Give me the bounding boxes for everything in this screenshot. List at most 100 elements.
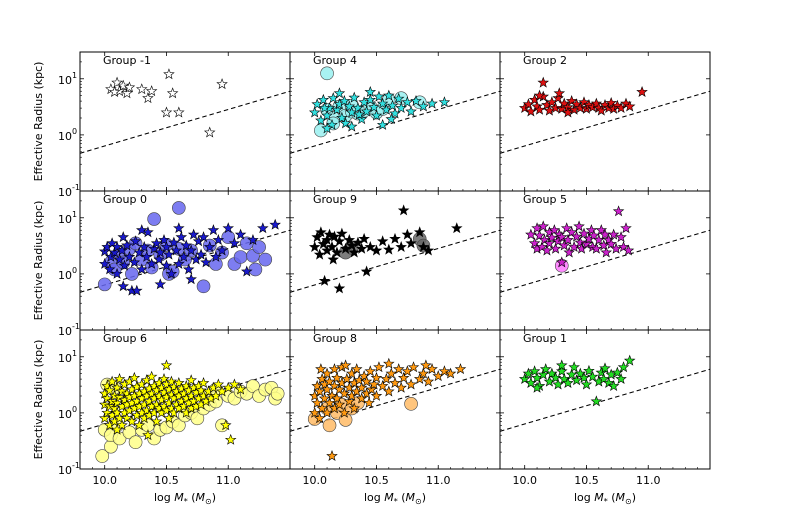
data-point-star	[150, 415, 163, 427]
data-point-star	[150, 237, 163, 249]
data-point-star	[338, 387, 351, 399]
data-point-star	[160, 259, 173, 271]
data-point-star	[622, 244, 635, 256]
data-point-star	[580, 378, 593, 390]
data-point-star	[595, 366, 608, 378]
data-point-star	[617, 361, 630, 373]
data-point-star	[163, 248, 175, 260]
y-tick-label: 101	[58, 210, 77, 226]
data-point-star	[528, 237, 541, 249]
data-point-star	[389, 376, 401, 388]
panel-frame	[79, 51, 291, 192]
reference-line	[290, 229, 500, 293]
panel-4-plot	[290, 204, 500, 294]
data-point-star	[383, 243, 395, 255]
data-point-star	[549, 102, 562, 114]
panel-frame	[289, 190, 501, 331]
data-point-star	[358, 232, 370, 244]
data-point-star	[326, 241, 338, 253]
data-point-star	[370, 109, 383, 121]
reference-line	[500, 90, 710, 154]
data-point-star	[224, 433, 237, 445]
data-point-star	[590, 97, 603, 109]
data-point-star	[395, 381, 407, 393]
data-point-star	[370, 389, 383, 401]
data-point-star	[111, 76, 123, 88]
data-point-star	[385, 367, 398, 379]
data-point-star	[454, 363, 467, 375]
data-point-star	[563, 246, 575, 258]
x-tick-label: 11.0	[216, 474, 241, 487]
data-point-star	[343, 100, 356, 112]
data-point-star	[154, 278, 167, 290]
panel-title: Group 4	[313, 54, 357, 67]
data-point-star	[136, 263, 148, 275]
data-point-star	[623, 100, 636, 112]
data-point-star	[103, 384, 116, 396]
data-point-star	[173, 106, 185, 118]
data-point-circle	[196, 279, 211, 294]
data-point-star	[426, 97, 438, 109]
panel-title: Group 5	[523, 193, 567, 206]
data-point-star	[116, 419, 128, 431]
data-point-star	[556, 231, 568, 243]
data-point-star	[203, 126, 216, 138]
data-point-star	[451, 222, 463, 234]
data-point-star	[343, 395, 356, 407]
data-point-star	[128, 371, 141, 383]
data-point-star	[308, 406, 321, 418]
y-tick-label: 10-1	[58, 461, 80, 477]
panel-frame	[499, 190, 711, 331]
data-point-star	[168, 236, 180, 248]
data-point-star	[368, 378, 380, 390]
data-point-star	[321, 383, 333, 395]
data-point-star	[197, 376, 210, 388]
data-point-star	[323, 396, 336, 408]
data-point-star	[142, 429, 154, 441]
data-point-star	[203, 241, 216, 253]
data-point-star	[364, 85, 377, 97]
panel-8-plot	[500, 354, 710, 432]
data-point-circle	[172, 418, 186, 433]
data-point-star	[578, 371, 590, 383]
data-point-star	[234, 383, 247, 395]
data-point-star	[610, 242, 622, 254]
data-point-star	[257, 222, 269, 234]
data-point-star	[133, 419, 146, 431]
data-point-star	[565, 95, 578, 107]
data-point-circle	[95, 449, 110, 463]
data-point-star	[321, 406, 333, 418]
data-point-star	[195, 248, 207, 260]
data-point-star	[108, 85, 121, 97]
data-point-star	[160, 359, 173, 371]
data-point-star	[180, 380, 192, 392]
reference-line	[290, 90, 500, 154]
data-point-star	[173, 377, 185, 388]
data-point-star	[165, 267, 178, 279]
data-point-star	[401, 96, 414, 108]
data-point-star	[103, 400, 116, 412]
data-point-star	[338, 95, 351, 107]
data-point-star	[417, 367, 430, 379]
data-point-star	[612, 205, 625, 217]
x-axis-label: log M* (M⊙)	[154, 491, 216, 506]
data-point-star	[160, 106, 173, 118]
data-point-star	[316, 373, 328, 385]
data-point-star	[328, 230, 341, 242]
data-point-star	[397, 371, 410, 383]
data-point-star	[558, 239, 570, 251]
data-point-star	[348, 246, 360, 258]
data-point-star	[323, 375, 336, 387]
data-point-star	[417, 100, 430, 112]
data-point-star	[117, 79, 129, 91]
data-point-star	[392, 363, 405, 375]
data-point-star	[531, 381, 543, 393]
data-point-star	[145, 370, 158, 382]
data-point-star	[116, 244, 128, 256]
data-point-star	[595, 224, 608, 236]
data-point-star	[383, 385, 395, 397]
panel-title: Group 2	[523, 54, 567, 67]
data-point-star	[364, 365, 377, 377]
data-point-star	[182, 263, 195, 275]
data-point-star	[145, 257, 158, 269]
